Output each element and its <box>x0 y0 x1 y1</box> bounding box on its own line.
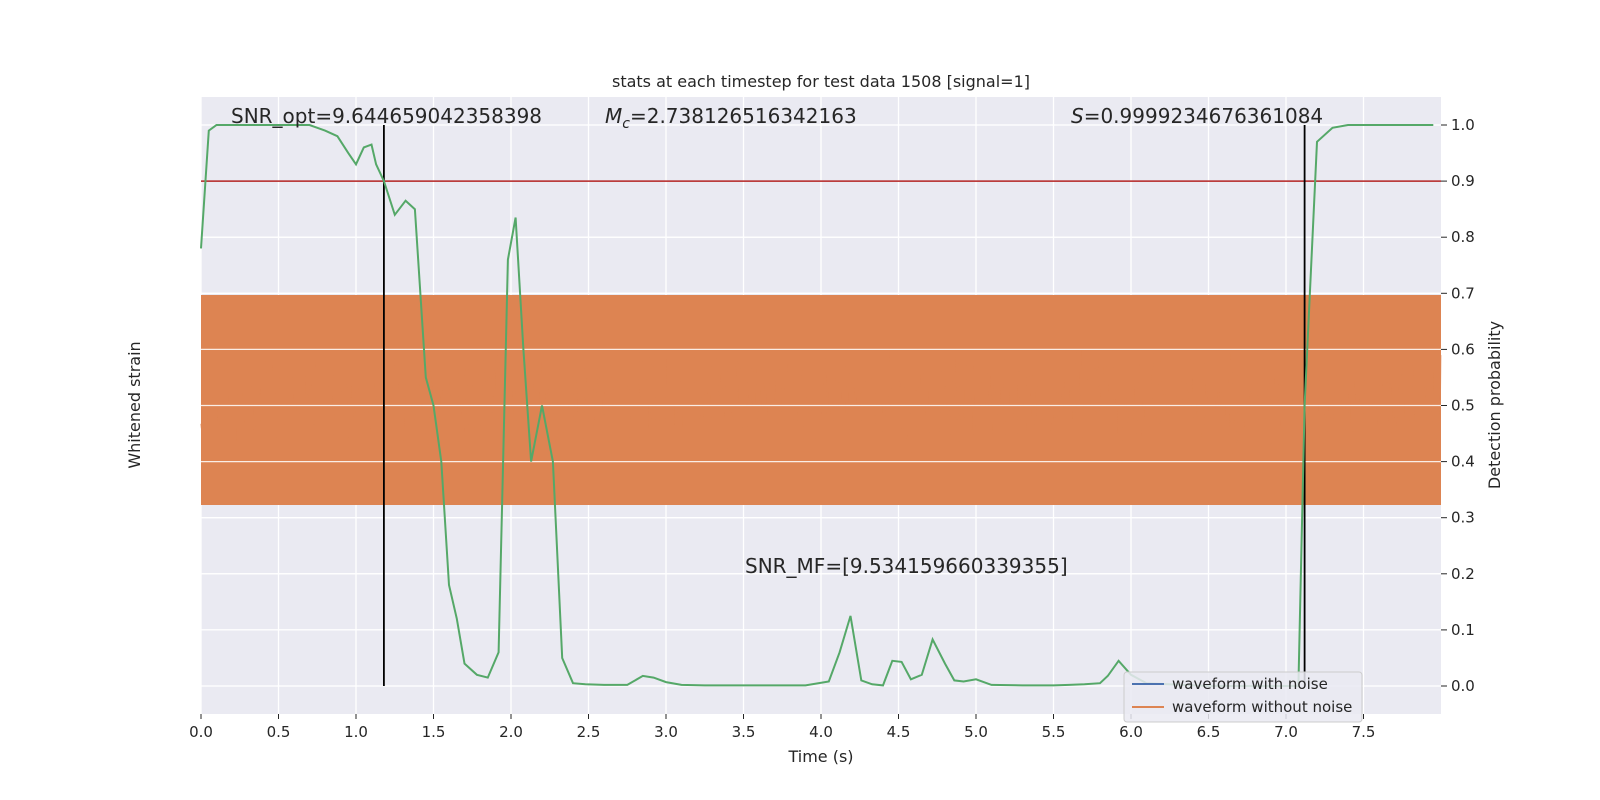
legend: waveform with noise waveform without noi… <box>1123 671 1363 723</box>
legend-label-without-noise: waveform without noise <box>1172 698 1352 716</box>
x-tick-label: 0.5 <box>267 723 291 741</box>
x-tick-label: 5.0 <box>964 723 988 741</box>
y-tick-label: 1.0 <box>1451 116 1475 134</box>
x-tick-label: 4.0 <box>809 723 833 741</box>
y-right-ticks: 0.0 0.1 0.2 0.3 0.4 0.5 0.6 0.7 0.8 0.9 1.0 <box>1441 116 1475 695</box>
x-tick-label: 4.5 <box>887 723 911 741</box>
x-tick-label: 5.5 <box>1042 723 1066 741</box>
s-value: =0.9999234676361084 <box>1084 104 1323 128</box>
mc-subscript: c <box>622 116 630 132</box>
x-tick-label: 2.5 <box>577 723 601 741</box>
y-tick-label: 0.8 <box>1451 228 1475 246</box>
x-tick-label: 3.0 <box>654 723 678 741</box>
x-axis-label: Time (s) <box>787 747 853 766</box>
strain-band <box>201 295 1441 505</box>
y-left-axis-label: Whitened strain <box>125 341 144 468</box>
x-tick-label: 1.0 <box>344 723 368 741</box>
x-tick-label: 7.0 <box>1274 723 1298 741</box>
x-tick-label: 6.5 <box>1197 723 1221 741</box>
y-tick-label: 0.6 <box>1451 340 1475 358</box>
y-tick-label: 0.4 <box>1451 453 1475 471</box>
s-annotation: S=0.9999234676361084 <box>1071 104 1323 128</box>
y-tick-label: 0.1 <box>1451 621 1475 639</box>
mc-symbol: M <box>605 104 622 128</box>
snr-mf-annotation: SNR_MF=[9.534159660339355] <box>745 554 1068 578</box>
y-tick-label: 0.5 <box>1451 397 1475 415</box>
waveform-without-noise-series <box>200 124 1442 687</box>
x-ticks: 0.0 0.5 1.0 1.5 2.0 2.5 3.0 3.5 4.0 4.5 5.0 5.5 6.0 6… <box>189 714 1375 741</box>
x-tick-label: 3.5 <box>732 723 756 741</box>
y-tick-label: 0.9 <box>1451 172 1475 190</box>
legend-box <box>1123 671 1363 723</box>
y-right-axis-label: Detection probability <box>1485 321 1504 489</box>
mc-value: =2.738126516342163 <box>630 104 857 128</box>
snr-opt-annotation: SNR_opt=9.644659042358398 <box>231 104 542 128</box>
x-tick-label: 2.0 <box>499 723 523 741</box>
chirp-mass-annotation: Mc=2.738126516342163 <box>605 104 857 132</box>
legend-label-with-noise: waveform with noise <box>1172 675 1328 693</box>
x-tick-label: 6.0 <box>1119 723 1143 741</box>
strain-trace <box>200 325 1442 478</box>
y-tick-label: 0.7 <box>1451 284 1475 302</box>
chart-title: stats at each timestep for test data 150… <box>612 72 1030 91</box>
y-tick-label: 0.2 <box>1451 565 1475 583</box>
x-tick-label: 7.5 <box>1352 723 1376 741</box>
y-tick-label: 0.3 <box>1451 509 1475 527</box>
x-tick-label: 0.0 <box>189 723 213 741</box>
s-symbol: S <box>1071 104 1084 128</box>
x-tick-label: 1.5 <box>422 723 446 741</box>
y-tick-label: 0.0 <box>1451 677 1475 695</box>
